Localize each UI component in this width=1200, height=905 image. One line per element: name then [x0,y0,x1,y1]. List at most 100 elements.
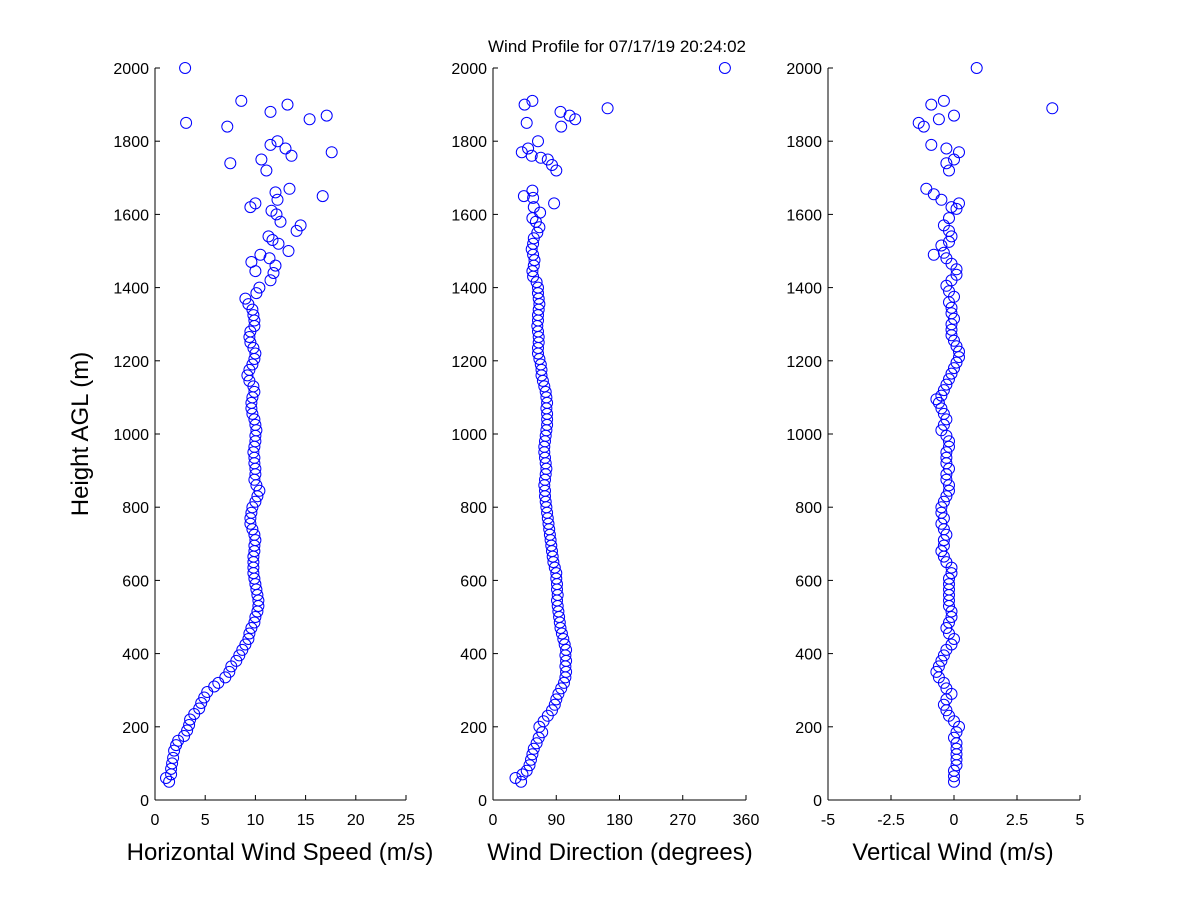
horizontal-wind-speed-data-point [271,193,284,206]
x-axis-label-horizontal-wind-speed: Horizontal Wind Speed (m/s) [127,839,434,866]
horizontal-wind-speed-data-point [247,342,260,354]
horizontal-wind-speed-data-point [172,734,185,747]
vertical-wind-data-point [953,197,965,210]
vertical-wind-data-point [935,545,948,558]
vertical-wind-data-point [935,402,948,415]
horizontal-wind-speed-data-point [195,697,208,709]
vertical-wind-data-point [945,323,958,336]
vertical-wind-y-tick-label: 1000 [786,427,822,444]
vertical-wind-data-point [950,356,963,369]
horizontal-wind-speed-y-tick-label: 1600 [113,207,149,224]
horizontal-wind-speed-data-point [178,730,191,742]
horizontal-wind-speed-data-point [248,616,261,629]
wind-direction-data-point [718,62,731,74]
wind-direction-y-tick-label: 2000 [451,61,487,78]
wind-direction-data-point [601,102,614,115]
horizontal-wind-speed-data-point [239,638,252,651]
horizontal-wind-speed-data-point [282,245,295,257]
wind-direction-x-tick-label: 90 [547,812,565,829]
horizontal-wind-speed-data-point [245,506,258,519]
vertical-wind-data-point [948,109,960,122]
horizontal-wind-speed-y-tick-label: 0 [140,793,149,810]
vertical-wind-x-tick-label: -2.5 [877,812,905,829]
horizontal-wind-speed-y-tick-label: 2000 [113,61,149,78]
vertical-wind-y-tick-label: 1600 [786,207,822,224]
wind-direction-data-point [522,142,535,155]
vertical-wind-data-point [940,142,953,155]
vertical-wind-data-point [935,501,948,514]
wind-direction-data-point [548,698,561,711]
horizontal-wind-speed-data-point [166,757,179,770]
horizontal-wind-speed-data-point [249,197,262,210]
vertical-wind-data-point [920,182,933,195]
horizontal-wind-speed-data-point [274,215,287,228]
vertical-wind-data-point [943,373,955,386]
horizontal-wind-speed-y-tick-label: 1000 [113,427,149,444]
wind-direction-data-point [552,687,565,700]
vertical-wind-y-tick-label: 0 [813,793,822,810]
x-axis-label-wind-direction: Wind Direction (degrees) [487,839,752,866]
vertical-wind-data-point [943,435,955,448]
horizontal-wind-speed-data-point [248,413,261,426]
wind-direction-data-point [534,151,547,164]
wind-direction-data-point [526,748,539,761]
horizontal-wind-speed-y-tick-label: 1400 [113,281,149,298]
wind-direction-y-tick-label: 1400 [451,281,487,298]
vertical-wind-y-tick-label: 1400 [786,281,822,298]
horizontal-wind-speed-data-point [264,105,277,118]
horizontal-wind-speed-data-point [249,534,262,547]
wind-direction-y-tick-label: 800 [460,500,487,517]
horizontal-wind-speed-x-tick-label: 5 [201,812,210,829]
vertical-wind-data-point [940,446,953,459]
horizontal-wind-speed-y-tick-label: 1800 [113,134,149,151]
vertical-wind-data-point [927,248,940,261]
vertical-wind-y-tick-label: 1200 [786,354,822,371]
vertical-wind-data-point [1046,102,1059,115]
vertical-wind-data-point [940,556,953,569]
horizontal-wind-speed-data-point [242,298,255,311]
vertical-wind-data-point [943,440,955,453]
wind-direction-y-tick-label: 200 [460,720,487,737]
vertical-wind-data-point [948,731,960,744]
vertical-wind-x-tick-label: 2.5 [1006,812,1028,829]
horizontal-wind-speed-data-point [198,691,211,704]
wind-direction-data-point [518,98,531,111]
wind-direction-data-point [520,116,533,129]
vertical-wind-y-tick-label: 600 [795,573,822,590]
vertical-wind-data-point [948,362,960,375]
vertical-wind-data-point [940,682,953,695]
vertical-wind-data-point [930,665,943,678]
vertical-wind-data-point [970,62,983,74]
vertical-wind-data-point [953,345,965,358]
horizontal-wind-speed-x-tick-label: 15 [297,812,315,829]
horizontal-wind-speed-panel: Horizontal Wind Speed (m/s) 020040060080… [113,61,433,866]
horizontal-wind-speed-data-point [167,751,180,764]
vertical-wind-data-point [925,98,938,111]
horizontal-wind-speed-data-point [181,724,194,737]
horizontal-wind-speed-data-point [242,633,255,645]
y-axis-label: Height AGL (m) [67,352,94,517]
wind-direction-y-tick-label: 0 [478,793,487,810]
wind-direction-data-point [515,775,528,788]
wind-direction-data-point [520,764,533,777]
wind-direction-y-tick-label: 600 [460,573,487,590]
vertical-wind-data-point [943,709,955,722]
vertical-wind-y-tick-label: 200 [795,720,822,737]
wind-direction-data-point [527,191,540,204]
horizontal-wind-speed-data-point [245,396,258,409]
wind-direction-data-point [550,693,563,706]
wind-direction-data-point [554,105,567,118]
horizontal-wind-speed-x-tick-label: 25 [397,812,415,829]
horizontal-wind-speed-data-point [243,627,256,640]
horizontal-wind-speed-data-point [247,309,260,322]
vertical-wind-data-point [943,212,955,225]
horizontal-wind-speed-data-point [248,528,261,541]
wind-direction-data-point [530,737,543,750]
horizontal-wind-speed-data-point [272,237,285,250]
horizontal-wind-speed-data-point [271,135,284,148]
vertical-wind-data-point [943,616,955,629]
vertical-wind-data-point [950,742,963,755]
horizontal-wind-speed-data-point [246,358,259,371]
horizontal-wind-speed-data-point [264,138,277,151]
vertical-wind-data-point [940,473,953,486]
